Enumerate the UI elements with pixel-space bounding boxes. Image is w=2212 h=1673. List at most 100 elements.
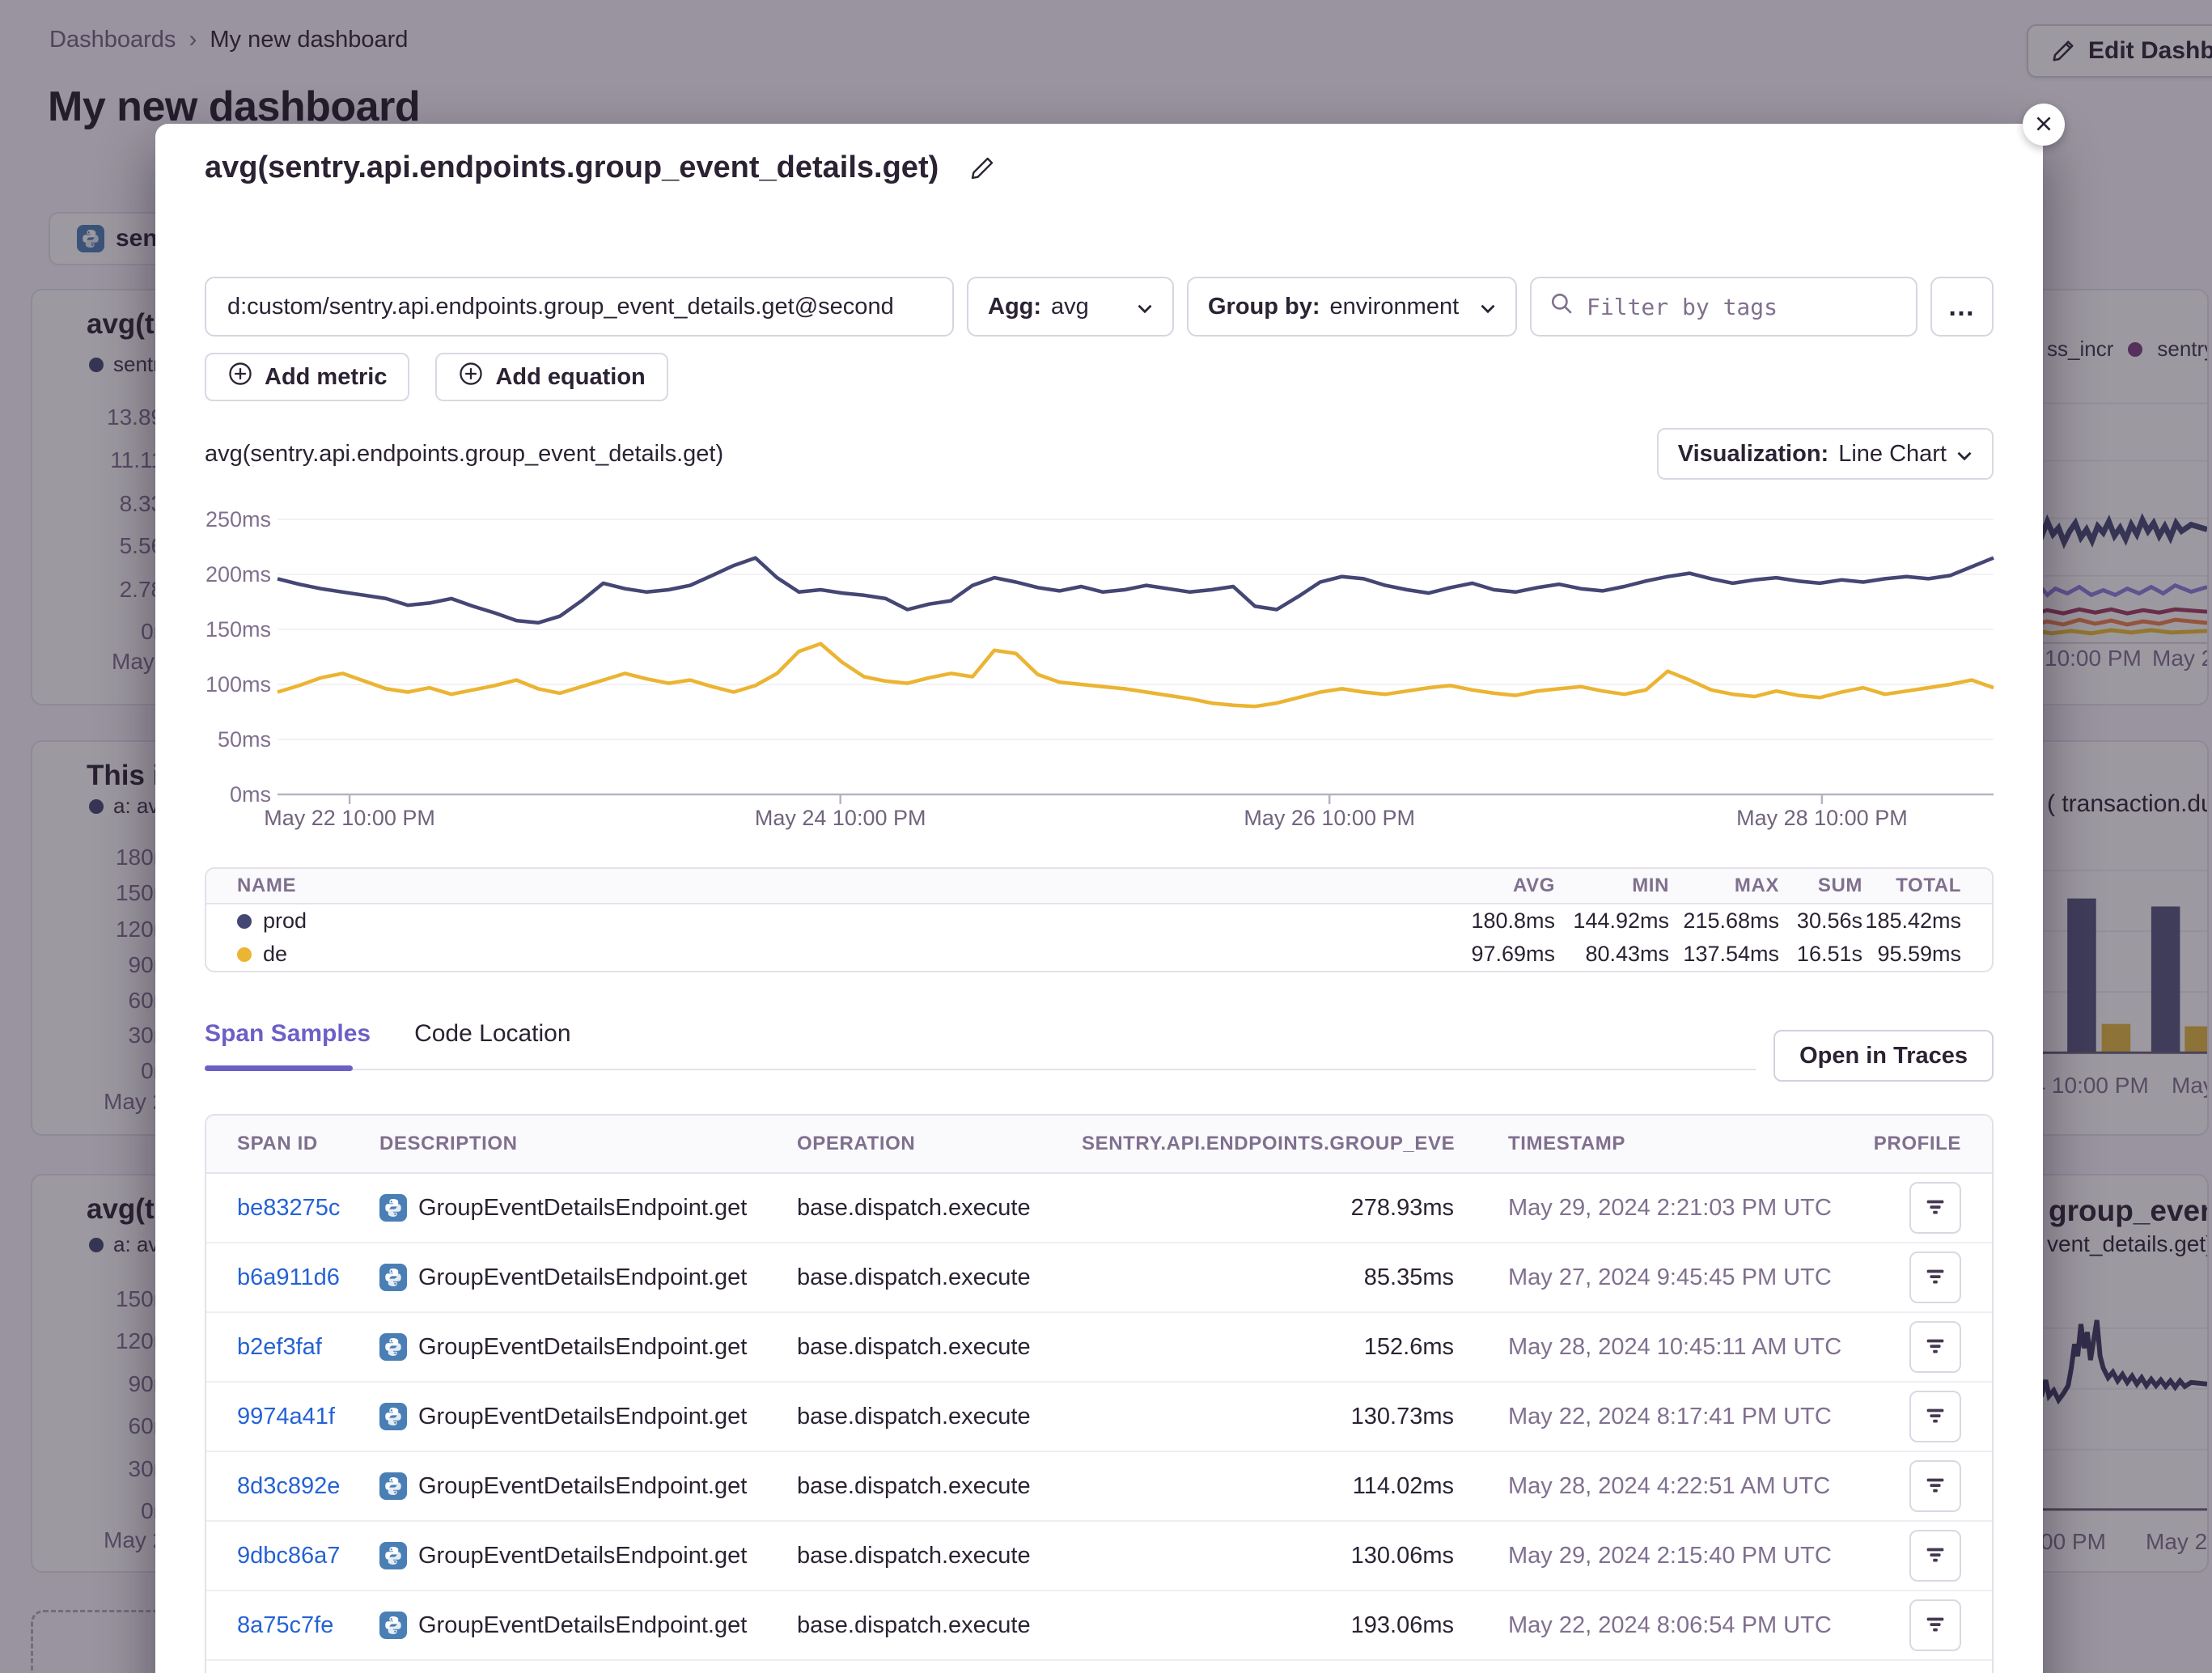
y-axis-tick: 250ms xyxy=(206,507,271,532)
span-sample-row[interactable]: b6a911d6GroupEventDetailsEndpoint.getbas… xyxy=(206,1243,1992,1313)
tab-track xyxy=(205,1069,1756,1070)
series-color-dot xyxy=(237,947,252,962)
span-sample-row[interactable]: be83275cGroupEventDetailsEndpoint.getbas… xyxy=(206,1174,1992,1243)
span-duration: 130.06ms xyxy=(1082,1543,1454,1569)
metric-input[interactable]: d:custom/sentry.api.endpoints.group_even… xyxy=(205,277,954,337)
profile-icon xyxy=(1923,1335,1947,1359)
x-axis-tick: May 26 10:00 PM xyxy=(1244,806,1415,830)
python-icon xyxy=(379,1612,407,1639)
span-id-link[interactable]: 9974a41f xyxy=(237,1404,379,1430)
span-id-link[interactable]: 8a75c7fe xyxy=(237,1612,379,1639)
chart-title: avg(sentry.api.endpoints.group_event_det… xyxy=(205,441,723,468)
span-id-link[interactable]: 8d3c892e xyxy=(237,1473,379,1500)
add-equation-button[interactable]: Add equation xyxy=(435,353,667,401)
group-by-select[interactable]: Group by: environment xyxy=(1187,277,1517,337)
col-max: MAX xyxy=(1669,875,1779,897)
tab-span-samples[interactable]: Span Samples xyxy=(205,1020,371,1069)
span-sample-row[interactable]: 9974a41fGroupEventDetailsEndpoint.getbas… xyxy=(206,1383,1992,1452)
span-description[interactable]: GroupEventDetailsEndpoint.get xyxy=(379,1264,797,1291)
summary-row[interactable]: de97.69ms80.43ms137.54ms16.51s95.59ms xyxy=(206,938,1992,971)
profile-button[interactable] xyxy=(1909,1530,1961,1582)
x-axis-tick: May 22 10:00 PM xyxy=(264,806,435,830)
series-avg: 180.8ms xyxy=(1417,909,1555,934)
span-id-link[interactable]: b2ef3faf xyxy=(237,1334,379,1361)
span-samples-table: SPAN ID DESCRIPTION OPERATION SENTRY.API… xyxy=(205,1114,1994,1673)
profile-icon xyxy=(1923,1474,1947,1498)
ellipsis-icon: … xyxy=(1947,291,1977,323)
span-timestamp: May 27, 2024 9:45:45 PM UTC xyxy=(1454,1264,1858,1291)
span-description[interactable]: GroupEventDetailsEndpoint.get xyxy=(379,1403,797,1430)
close-modal-button[interactable] xyxy=(2023,104,2065,146)
series-sum: 30.56s xyxy=(1779,909,1862,934)
profile-icon xyxy=(1923,1544,1947,1568)
add-equation-label: Add equation xyxy=(495,364,645,391)
group-by-label: Group by: xyxy=(1208,294,1320,320)
span-id-link[interactable]: be83275c xyxy=(237,1195,379,1222)
span-sample-row[interactable]: 8a75c7feGroupEventDetailsEndpoint.getbas… xyxy=(206,1591,1992,1661)
span-duration: 114.02ms xyxy=(1082,1473,1454,1500)
span-operation: base.dispatch.execute xyxy=(797,1543,1082,1569)
series-total: 95.59ms xyxy=(1862,942,1961,967)
span-duration: 85.35ms xyxy=(1082,1264,1454,1291)
span-duration: 130.73ms xyxy=(1082,1404,1454,1430)
series-min: 80.43ms xyxy=(1555,942,1669,967)
series-color-dot xyxy=(237,914,252,929)
more-options-button[interactable]: … xyxy=(1930,277,1994,337)
profile-icon xyxy=(1923,1613,1947,1637)
span-description[interactable]: GroupEventDetailsEndpoint.get xyxy=(379,1194,797,1222)
profile-button[interactable] xyxy=(1909,1182,1961,1234)
series-name: de xyxy=(237,942,1417,967)
span-id-link[interactable]: b6a911d6 xyxy=(237,1264,379,1291)
col-sum: SUM xyxy=(1779,875,1862,897)
visualization-select[interactable]: Visualization: Line Chart xyxy=(1657,428,1994,480)
span-timestamp: May 29, 2024 2:15:40 PM UTC xyxy=(1454,1543,1858,1569)
span-sample-row[interactable]: 8d3c892eGroupEventDetailsEndpoint.getbas… xyxy=(206,1452,1992,1522)
span-timestamp: May 22, 2024 8:17:41 PM UTC xyxy=(1454,1404,1858,1430)
span-duration: 193.06ms xyxy=(1082,1612,1454,1639)
group-by-value: environment xyxy=(1330,294,1460,320)
span-description[interactable]: GroupEventDetailsEndpoint.get xyxy=(379,1333,797,1361)
samples-tabs: Span Samples Code Location xyxy=(205,1020,1756,1070)
add-metric-label: Add metric xyxy=(265,364,387,391)
span-operation: base.dispatch.execute xyxy=(797,1404,1082,1430)
aggregate-select[interactable]: Agg:avg xyxy=(967,277,1174,337)
span-id-link[interactable]: 9dbc86a7 xyxy=(237,1543,379,1569)
span-timestamp: May 29, 2024 2:21:03 PM UTC xyxy=(1454,1195,1858,1222)
span-duration: 278.93ms xyxy=(1082,1195,1454,1222)
col-timestamp: TIMESTAMP xyxy=(1454,1133,1858,1155)
profile-button[interactable] xyxy=(1909,1460,1961,1512)
tab-code-location[interactable]: Code Location xyxy=(414,1020,570,1069)
tag-filter-input[interactable] xyxy=(1587,294,1898,320)
add-metric-button[interactable]: Add metric xyxy=(205,353,409,401)
series-sum: 16.51s xyxy=(1779,942,1862,967)
profile-button[interactable] xyxy=(1909,1252,1961,1303)
profile-icon xyxy=(1923,1265,1947,1290)
col-avg: AVG xyxy=(1417,875,1555,897)
span-sample-row[interactable]: b2ef3fafGroupEventDetailsEndpoint.getbas… xyxy=(206,1313,1992,1383)
summary-row[interactable]: prod180.8ms144.92ms215.68ms30.56s185.42m… xyxy=(206,904,1992,938)
span-description[interactable]: GroupEventDetailsEndpoint.get xyxy=(379,1472,797,1500)
span-description[interactable]: GroupEventDetailsEndpoint.get xyxy=(379,1612,797,1639)
span-description[interactable]: GroupEventDetailsEndpoint.get xyxy=(379,1542,797,1569)
span-sample-row[interactable]: 9dbc86a7GroupEventDetailsEndpoint.getbas… xyxy=(206,1522,1992,1591)
python-icon xyxy=(379,1403,407,1430)
profile-button[interactable] xyxy=(1909,1321,1961,1373)
series-avg: 97.69ms xyxy=(1417,942,1555,967)
python-icon xyxy=(379,1194,407,1222)
tag-filter-field xyxy=(1530,277,1917,337)
series-summary-table: NAME AVG MIN MAX SUM TOTAL prod180.8ms14… xyxy=(205,867,1994,972)
span-operation: base.dispatch.execute xyxy=(797,1612,1082,1639)
open-in-traces-button[interactable]: Open in Traces xyxy=(1773,1030,1994,1082)
span-operation: base.dispatch.execute xyxy=(797,1473,1082,1500)
metric-line-chart[interactable]: 0ms50ms100ms150ms200ms250msMay 22 10:00 … xyxy=(205,493,1996,841)
series-max: 137.54ms xyxy=(1669,942,1779,967)
plus-circle-icon xyxy=(227,361,253,393)
y-axis-tick: 0ms xyxy=(230,782,271,807)
profile-button[interactable] xyxy=(1909,1391,1961,1442)
agg-value: avg xyxy=(1051,294,1089,320)
profile-button[interactable] xyxy=(1909,1599,1961,1651)
edit-title-pencil-icon[interactable] xyxy=(969,155,995,181)
span-timestamp: May 28, 2024 10:45:11 AM UTC xyxy=(1454,1334,1858,1361)
metric-query-builder: d:custom/sentry.api.endpoints.group_even… xyxy=(205,277,1994,337)
series-min: 144.92ms xyxy=(1555,909,1669,934)
